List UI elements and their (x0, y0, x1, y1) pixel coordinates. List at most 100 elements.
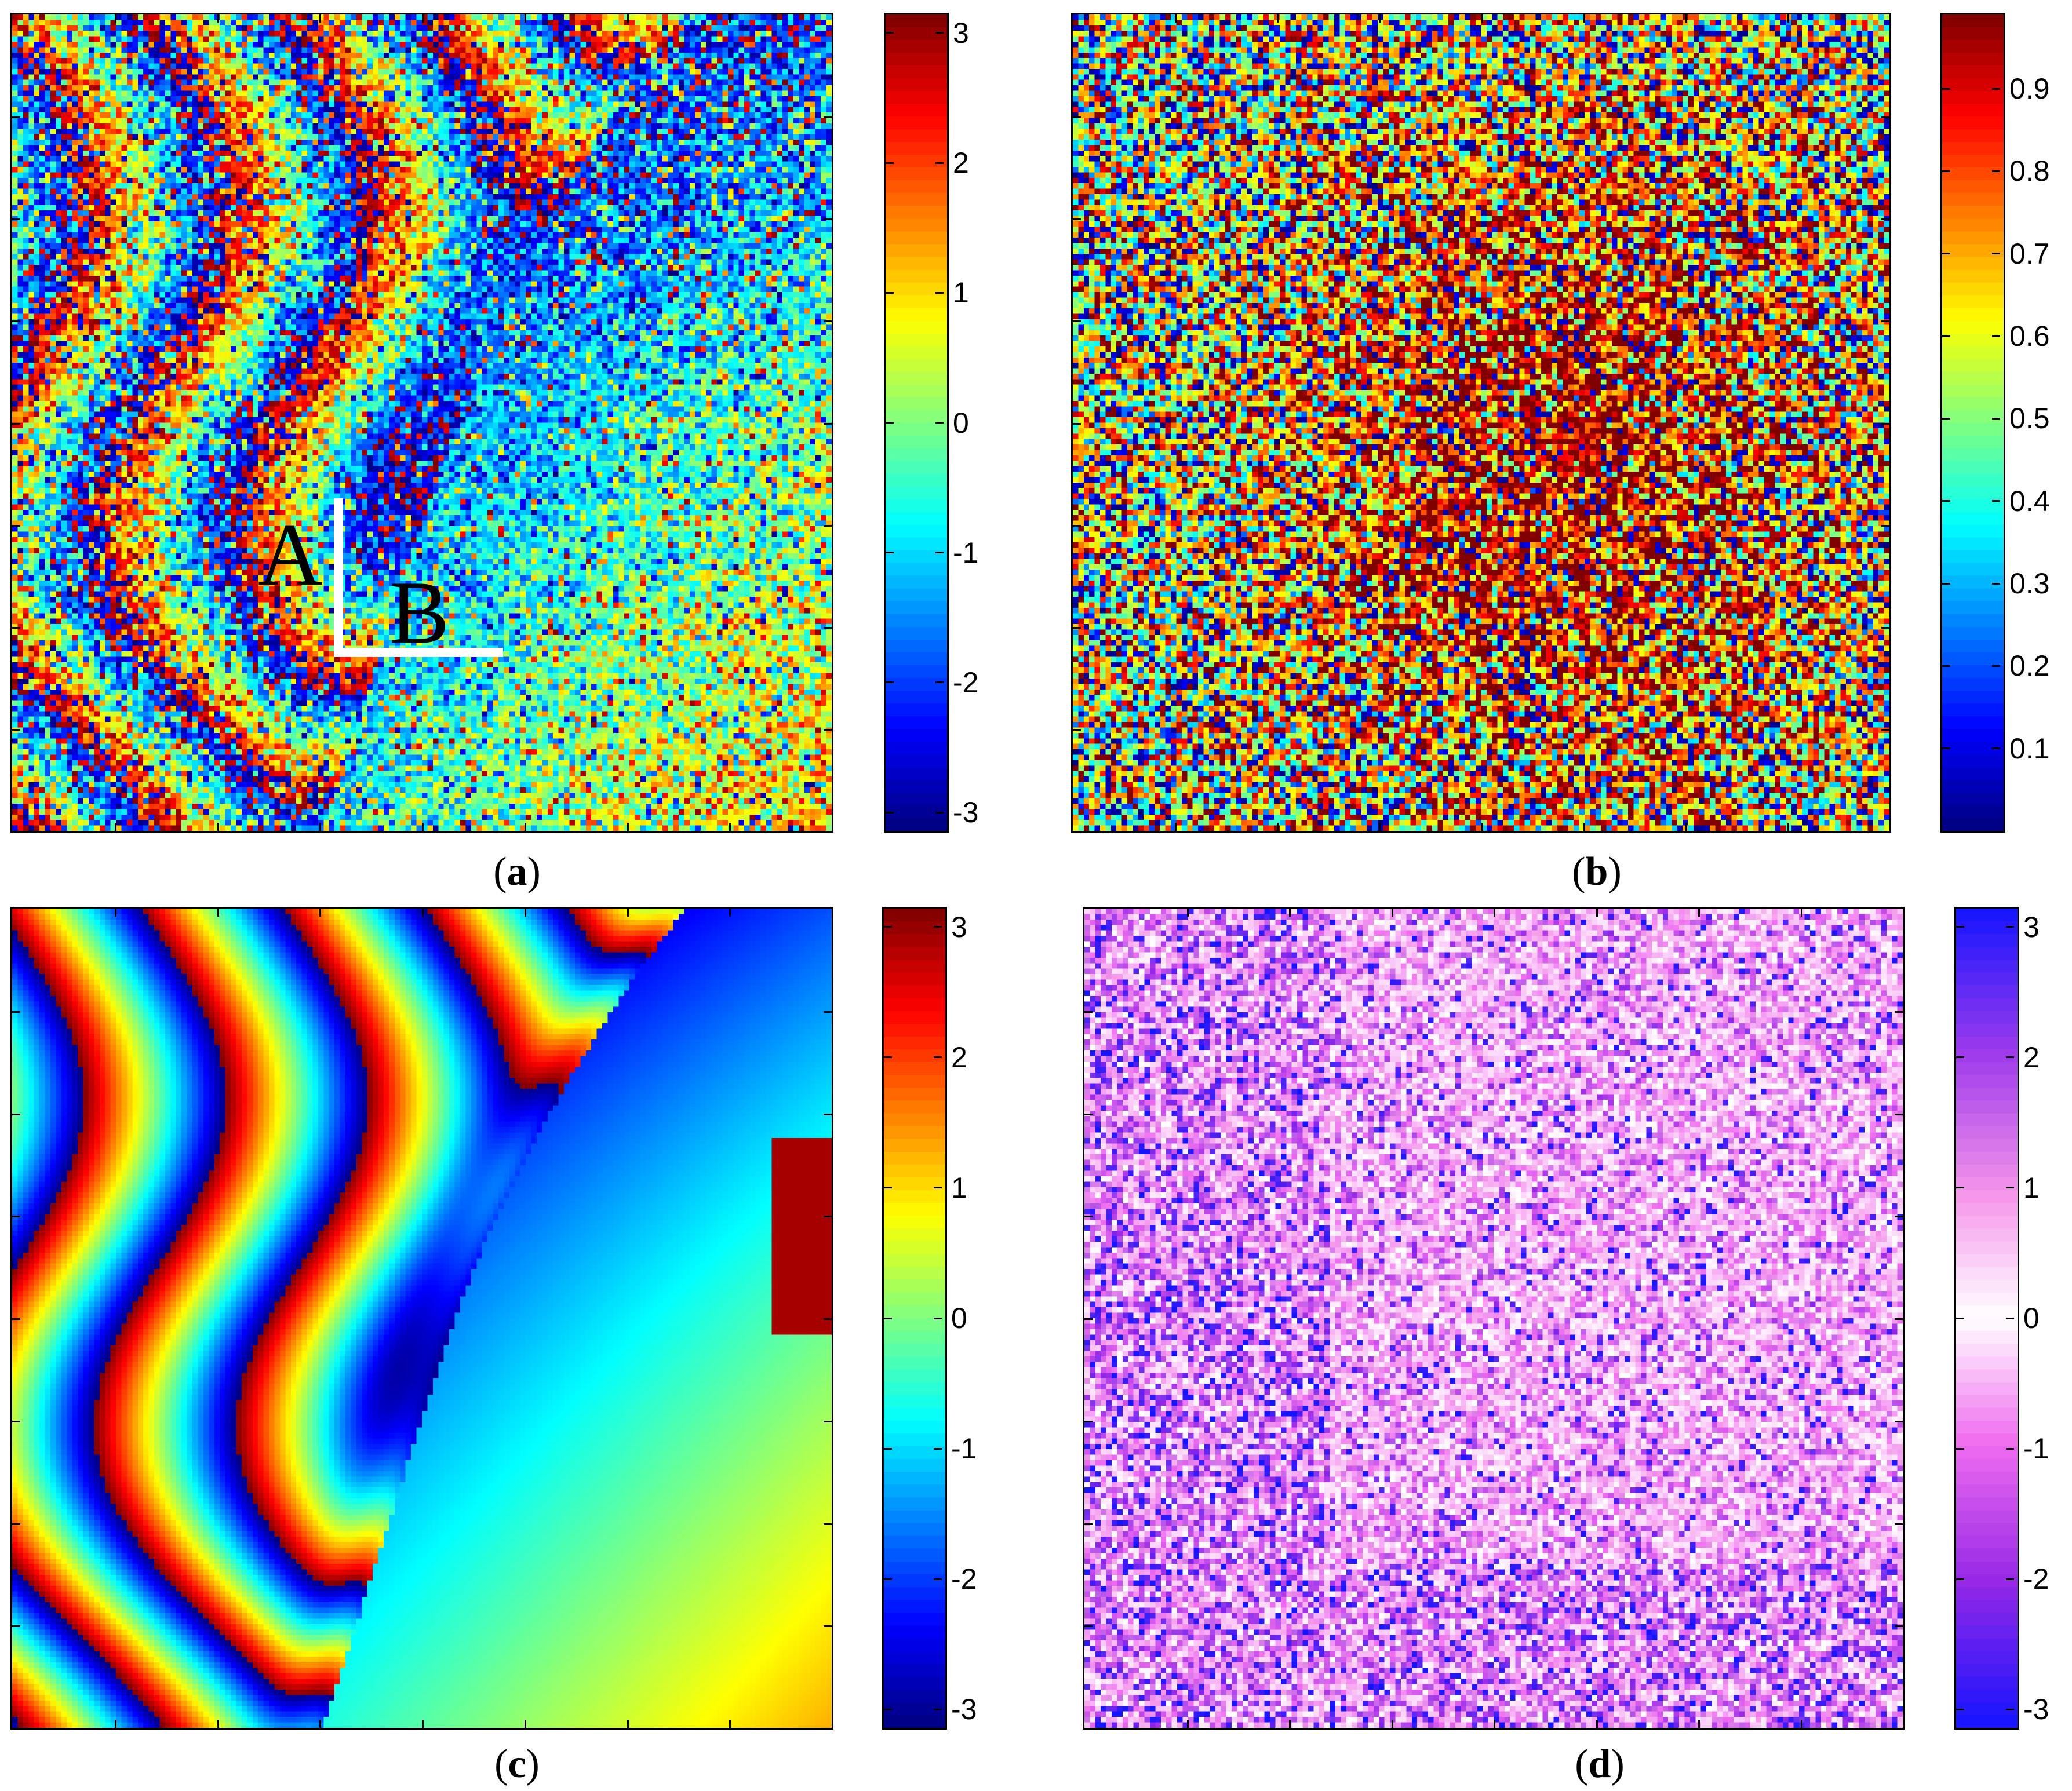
heatmap-c (12, 909, 832, 1728)
axis-tick (422, 1720, 424, 1728)
axis-tick (319, 1720, 322, 1728)
axis-tick (1895, 1318, 1903, 1320)
colorbar-tick (1956, 1187, 1964, 1189)
axis-tick (524, 823, 526, 831)
axis-tick (1881, 218, 1889, 221)
axis-tick (12, 728, 20, 731)
colorbar-tick-label: 1 (2023, 1171, 2040, 1204)
caption-a: (a) (493, 849, 541, 894)
axis-tick (1698, 909, 1700, 917)
colorbar-a: 3 2 1 0 -1 -2 -3 (884, 13, 978, 833)
axis-tick (12, 524, 20, 527)
axis-tick (1084, 1011, 1093, 1013)
colorbar-tick-label: -1 (951, 1432, 977, 1465)
axis-tick (422, 909, 424, 917)
axis-tick (12, 1113, 20, 1115)
colorbar-tick (1992, 747, 2000, 750)
colorbar-b: 0.9 0.8 0.7 0.6 0.5 0.4 0.3 0.2 0.1 (1940, 13, 2050, 833)
axis-tick (12, 320, 20, 323)
axis-tick (12, 1523, 20, 1525)
colorbar-tick-label: -3 (951, 1693, 977, 1726)
colorbar-tick-label: -1 (953, 536, 979, 569)
colorbar-tick (1942, 335, 1950, 337)
colorbar-tick (934, 1187, 942, 1189)
axis-tick (824, 1523, 832, 1525)
axis-tick (1881, 524, 1889, 527)
colorbar-c: 3 2 1 0 -1 -2 -3 (882, 907, 977, 1730)
colorbar-tick (2006, 1187, 2014, 1189)
axis-tick (422, 823, 424, 831)
axis-tick (1073, 524, 1081, 527)
axis-tick (1391, 1720, 1393, 1728)
axis-tick (1895, 1420, 1903, 1422)
axis-tick (1073, 422, 1081, 425)
colorbar-tick (1992, 170, 2000, 172)
colorbar-tick (1942, 170, 1950, 172)
colorbar-tick (884, 1187, 892, 1189)
colorbar-tick (1942, 417, 1950, 420)
colorbar-tick (934, 1708, 942, 1710)
axis-tick (1596, 909, 1598, 917)
axis-tick (824, 626, 832, 629)
colorbar-tick-label: 0.3 (2009, 567, 2050, 600)
colorbar-tick (884, 1578, 892, 1580)
colorbar-tick (1956, 1708, 1964, 1710)
colorbar-tick (2006, 1317, 2014, 1319)
axis-tick (1073, 116, 1081, 119)
colorbar-tick (886, 162, 894, 164)
colorbar-tick (1942, 665, 1950, 667)
axis-tick (1186, 1720, 1189, 1728)
axis-tick (524, 1720, 526, 1728)
map-a (10, 13, 833, 833)
colorbar-tick (1992, 665, 2000, 667)
axis-tick (1881, 116, 1889, 119)
axis-tick (217, 1720, 219, 1728)
axis-tick (1685, 14, 1687, 23)
axis-tick (319, 14, 322, 23)
axis-tick (627, 909, 629, 917)
axis-tick (1084, 1523, 1093, 1525)
colorbar-tick (934, 926, 942, 928)
axis-tick (12, 1011, 20, 1013)
axis-tick (1175, 823, 1177, 831)
axis-tick (1881, 728, 1889, 731)
colorbar-tick (1942, 500, 1950, 502)
axis-tick (319, 823, 322, 831)
colorbar-tick-label: 0.1 (2009, 732, 2050, 765)
axis-tick (627, 823, 629, 831)
axis-tick (1379, 14, 1381, 23)
colorbar-tick-label: 0.9 (2009, 72, 2050, 105)
axis-tick (1787, 823, 1789, 831)
colorbar-tick (2006, 1447, 2014, 1450)
colorbar-tick (935, 162, 944, 164)
profile-line-vertical (334, 498, 343, 652)
colorbar-tick (886, 811, 894, 814)
axis-tick (1481, 14, 1483, 23)
colorbar-tick (935, 291, 944, 294)
axis-tick (1895, 1011, 1903, 1013)
colorbar-tick (1992, 500, 2000, 502)
axis-tick (1175, 14, 1177, 23)
axis-tick (1073, 218, 1081, 221)
axis-tick (729, 14, 731, 23)
colorbar-tick-label: -1 (2023, 1432, 2049, 1465)
caption-d: (d) (1575, 1742, 1625, 1786)
colorbar-tick (934, 1447, 942, 1450)
colorbar-tick-label: 1 (953, 276, 969, 309)
colorbar-tick (1956, 1056, 1964, 1059)
axis-tick (824, 1216, 832, 1218)
colorbar-tick (886, 681, 894, 684)
axis-tick (1277, 14, 1279, 23)
axis-tick (1895, 1625, 1903, 1628)
colorbar-tick-label: 1 (951, 1171, 967, 1204)
axis-tick (1494, 909, 1495, 917)
axis-tick (1787, 14, 1789, 23)
profile-line-horizontal (334, 648, 503, 657)
colorbar-tick (935, 32, 944, 34)
axis-tick (824, 524, 832, 527)
colorbar-tick (1992, 417, 2000, 420)
colorbar-tick (886, 422, 894, 424)
axis-tick (1379, 823, 1381, 831)
colorbar-tick (2006, 1708, 2014, 1710)
colorbar-tick (1956, 926, 1964, 928)
